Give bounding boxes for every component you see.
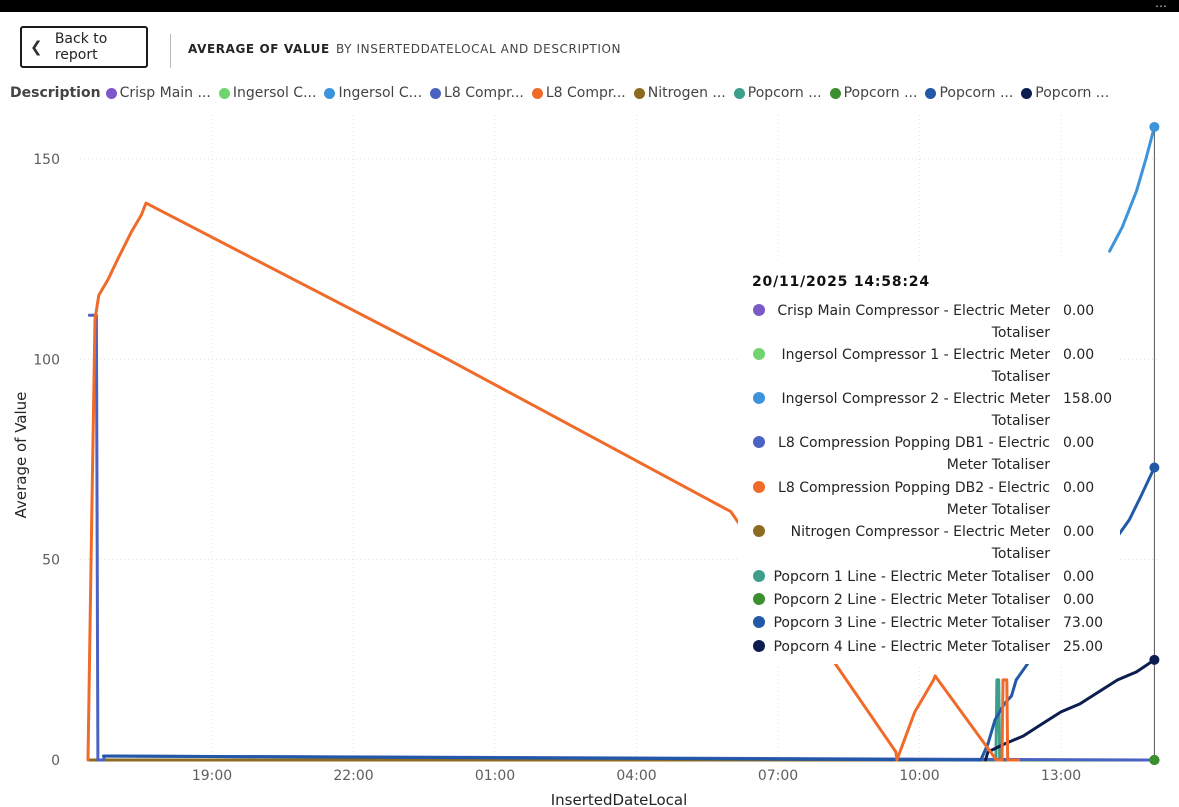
legend-label: Popcorn ... — [747, 85, 822, 101]
tooltip-series-value: 0.00 — [1063, 435, 1095, 451]
tooltip-series-name: L8 Compression Popping DB2 - Electric Me… — [778, 480, 1050, 518]
back-to-report-button[interactable]: ❮ Back to report — [20, 26, 148, 68]
legend-dot-icon — [925, 87, 937, 99]
line-chart[interactable]: 0 50 100 150 19:00 22:00 01:00 04:00 07:00 10:00 1… — [0, 105, 1179, 807]
legend-dot-icon — [105, 87, 117, 99]
chart-series — [86, 125, 1157, 762]
chart-tooltip: 20/11/2025 14:58:24 Crisp Main Compresso… — [738, 262, 1120, 664]
tooltip-series-value: 0.00 — [1063, 569, 1095, 585]
legend-item[interactable]: Popcorn ... — [925, 85, 1013, 101]
tooltip-series-dot-icon — [753, 481, 765, 493]
tooltip-series-name: Popcorn 4 Line - Electric Meter Totalise… — [773, 639, 1050, 655]
tooltip-series-dot-icon — [753, 616, 765, 628]
legend-label: Ingersol C... — [232, 85, 317, 101]
legend-label: Popcorn ... — [939, 85, 1014, 101]
tooltip-series-dot-icon — [753, 436, 765, 448]
legend-title: Description — [10, 85, 101, 101]
tooltip-series-value: 0.00 — [1063, 480, 1095, 496]
y-tick-label: 0 — [51, 753, 60, 769]
legend-label: Popcorn ... — [843, 85, 918, 101]
tooltip-series-dot-icon — [753, 570, 765, 582]
tooltip-series-value: 0.00 — [1063, 592, 1095, 608]
tooltip-series-value: 158.00 — [1063, 391, 1112, 407]
tooltip-series-value: 25.00 — [1063, 639, 1104, 655]
tooltip-series-name: Popcorn 2 Line - Electric Meter Totalise… — [773, 592, 1050, 608]
header-divider — [170, 34, 171, 68]
tooltip-series-dot-icon — [753, 525, 765, 537]
tooltip-series-dot-icon — [753, 593, 765, 605]
tooltip-series-name: Popcorn 3 Line - Electric Meter Totalise… — [773, 615, 1050, 631]
legend-label: Crisp Main ... — [119, 85, 211, 101]
tooltip-series-value: 0.00 — [1063, 524, 1095, 540]
tooltip-series-value: 0.00 — [1063, 347, 1095, 363]
legend-label: Popcorn ... — [1035, 85, 1110, 101]
y-tick-label: 150 — [33, 152, 60, 168]
tooltip-series-name: Crisp Main Compressor - Electric Meter T… — [777, 303, 1050, 341]
y-axis-title: Average of Value — [12, 392, 30, 519]
hover-marker — [1149, 755, 1160, 765]
visual-subtitle: BY INSERTEDDATELOCAL AND DESCRIPTION — [336, 42, 622, 56]
series-line — [1108, 125, 1156, 253]
y-tick-label: 100 — [33, 352, 60, 368]
tooltip-series-dot-icon — [753, 392, 765, 404]
tooltip-series-name: Ingersol Compressor 2 - Electric Meter T… — [781, 391, 1050, 429]
chart-legend: Description Crisp Main ... Ingersol C... I… — [10, 83, 1117, 103]
x-tick-label: 10:00 — [899, 768, 939, 784]
y-tick-label: 50 — [42, 553, 60, 569]
tooltip-series-name: Ingersol Compressor 1 - Electric Meter T… — [781, 347, 1050, 385]
series-line — [984, 658, 1156, 762]
back-button-label: Back to report — [54, 31, 108, 63]
x-tick-label: 19:00 — [192, 768, 232, 784]
tooltip-timestamp: 20/11/2025 14:58:24 — [752, 274, 930, 290]
hover-marker — [1149, 654, 1160, 665]
chart-axes: 0 50 100 150 19:00 22:00 01:00 04:00 07:00 10:00 1… — [12, 152, 1081, 807]
legend-label: Nitrogen ... — [647, 85, 726, 101]
legend-dot-icon — [218, 87, 230, 99]
legend-label: L8 Compr... — [444, 85, 524, 101]
legend-item[interactable]: Popcorn ... — [733, 85, 822, 101]
hover-marker — [1149, 121, 1160, 132]
legend-items: Crisp Main ... Ingersol C... Ingersol C...… — [105, 85, 1118, 101]
x-tick-label: 01:00 — [475, 768, 515, 784]
legend-item[interactable]: Ingersol C... — [218, 85, 317, 101]
x-tick-label: 07:00 — [758, 768, 798, 784]
legend-dot-icon — [324, 87, 336, 99]
tooltip-series-value: 73.00 — [1063, 615, 1104, 631]
x-tick-label: 13:00 — [1041, 768, 1081, 784]
legend-label: L8 Compr... — [545, 85, 626, 101]
tooltip-series-dot-icon — [753, 348, 765, 360]
x-tick-label: 04:00 — [616, 768, 656, 784]
legend-item[interactable]: Crisp Main ... — [105, 85, 211, 101]
legend-dot-icon — [430, 87, 442, 99]
legend-dot-icon — [633, 87, 645, 99]
legend-dot-icon — [733, 87, 745, 99]
legend-label: Ingersol C... — [338, 85, 423, 101]
more-options-icon[interactable]: ⋯ — [1155, 0, 1169, 13]
tooltip-series-dot-icon — [753, 640, 765, 652]
legend-dot-icon — [1021, 87, 1033, 99]
hover-marker — [1149, 462, 1160, 473]
legend-item[interactable]: Ingersol C... — [324, 85, 422, 101]
legend-dot-icon — [829, 87, 841, 99]
tooltip-series-name: Nitrogen Compressor - Electric Meter Tot… — [790, 524, 1050, 562]
window-top-bar — [0, 0, 1179, 12]
x-tick-label: 22:00 — [333, 768, 373, 784]
tooltip-series-value: 0.00 — [1063, 303, 1095, 319]
tooltip-series-name: Popcorn 1 Line - Electric Meter Totalise… — [773, 569, 1050, 585]
tooltip-series-dot-icon — [753, 304, 765, 316]
x-axis-title: InsertedDateLocal — [551, 791, 688, 807]
visual-title: AVERAGE OF VALUE — [188, 42, 330, 56]
legend-item[interactable]: Nitrogen ... — [633, 85, 726, 101]
legend-item[interactable]: Popcorn ... — [1021, 85, 1109, 101]
tooltip-series-name: L8 Compression Popping DB1 - Electric Me… — [778, 435, 1050, 473]
legend-item[interactable]: Popcorn ... — [829, 85, 918, 101]
legend-dot-icon — [531, 87, 543, 99]
hover-indicator — [1149, 121, 1160, 765]
legend-item[interactable]: L8 Compr... — [430, 85, 524, 101]
chevron-left-icon: ❮ — [30, 38, 43, 56]
legend-item[interactable]: L8 Compr... — [531, 85, 626, 101]
